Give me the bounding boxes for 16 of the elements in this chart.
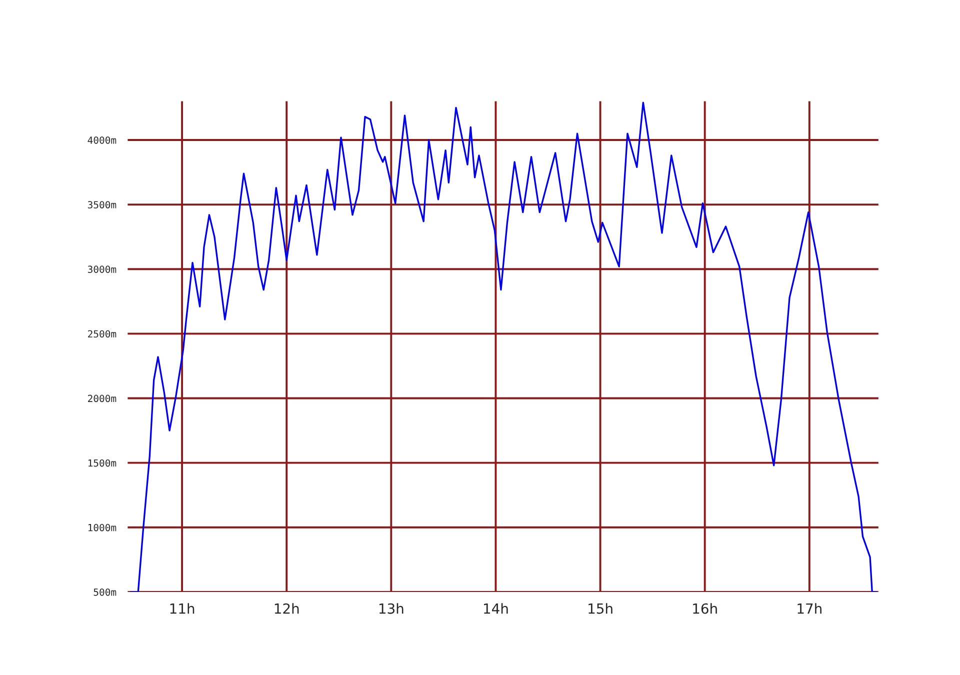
line-series (130, 102, 878, 592)
y-tick-label: 3000m (88, 266, 116, 273)
y-tick-label: 500m (94, 588, 116, 596)
x-tick-label: 17h (798, 603, 822, 614)
y-tick-label: 2000m (88, 394, 116, 402)
x-tick-label: 11h (170, 603, 194, 614)
x-tick-label: 15h (588, 603, 612, 614)
y-tick-label: 3500m (88, 201, 116, 208)
x-tick-label: 14h (484, 603, 508, 614)
x-tick-label: 16h (693, 603, 717, 614)
x-tick-label: 12h (274, 603, 299, 614)
y-tick-label: 2500m (88, 330, 116, 338)
y-tick-label: 1000m (88, 524, 116, 532)
y-tick-label: 1500m (88, 459, 116, 467)
x-tick-label: 13h (379, 603, 404, 614)
y-tick-label: 4000m (88, 136, 116, 144)
